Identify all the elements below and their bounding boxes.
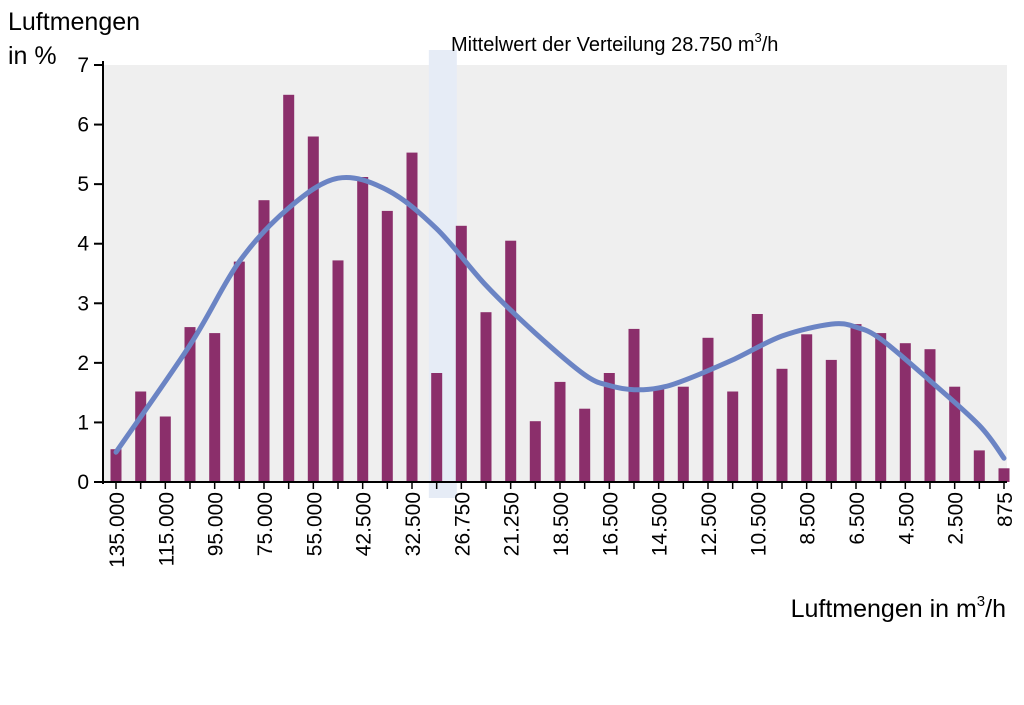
bar <box>381 210 393 482</box>
mean-annotation-text: Mittelwert der Verteilung 28.750 m <box>451 34 755 56</box>
x-tick-label: 42.500 <box>353 492 376 556</box>
bar <box>505 240 517 482</box>
bar <box>431 373 443 482</box>
bar <box>455 225 467 483</box>
y-tick-label: 2 <box>77 352 89 375</box>
bar <box>850 324 862 482</box>
bar <box>702 337 714 482</box>
x-tick-label: 10.500 <box>747 492 770 556</box>
bar <box>751 314 763 482</box>
y-tick-label: 1 <box>77 411 89 434</box>
mean-annotation-tail: /h <box>762 34 779 56</box>
bar <box>825 359 837 482</box>
bar <box>554 381 566 482</box>
x-tick-label: 12.500 <box>698 492 721 556</box>
x-tick-label: 4.500 <box>895 492 918 545</box>
x-axis-label-tail: /h <box>985 595 1006 623</box>
mean-annotation: Mittelwert der Verteilung 28.750 m3/h <box>451 30 778 56</box>
bar <box>258 200 270 482</box>
mean-annotation-sup: 3 <box>755 30 762 45</box>
bar <box>603 373 615 482</box>
x-axis-label-sup: 3 <box>977 593 985 610</box>
bar <box>159 416 171 482</box>
bar <box>357 177 369 482</box>
x-tick-label: 55.000 <box>303 492 326 556</box>
bar <box>875 333 887 482</box>
y-axis-label-line-1: Luftmengen <box>8 8 140 36</box>
x-tick-label: 21.250 <box>501 492 524 556</box>
x-tick-label: 75.000 <box>254 492 277 556</box>
y-ticks-group: 0 1 2 3 4 5 6 7 <box>77 54 103 494</box>
x-tick-label: 875 <box>994 492 1017 527</box>
y-tick-label: 6 <box>77 114 89 137</box>
x-tick-label: 135.000 <box>106 492 129 568</box>
x-tick-label: 32.500 <box>402 492 425 556</box>
bar <box>628 328 640 482</box>
x-tick-label: 14.500 <box>649 492 672 556</box>
x-tick-label: 95.000 <box>205 492 228 556</box>
bar <box>307 136 319 482</box>
x-tick-label: 115.000 <box>155 492 178 566</box>
bar <box>110 449 122 482</box>
x-tick-label: 18.500 <box>550 492 573 556</box>
bar <box>406 152 418 482</box>
bar <box>579 408 591 482</box>
bar <box>776 368 788 482</box>
x-tick-label: 8.500 <box>797 492 820 545</box>
bar <box>998 468 1010 482</box>
bar <box>283 94 295 483</box>
x-tick-label: 16.500 <box>599 492 622 556</box>
bar <box>949 386 961 482</box>
bar <box>209 333 221 482</box>
bar <box>899 343 911 482</box>
bar <box>332 260 344 482</box>
bar <box>924 349 936 482</box>
y-tick-label: 0 <box>77 471 89 494</box>
bar <box>480 312 492 482</box>
bar <box>677 386 689 482</box>
bar <box>653 387 665 482</box>
x-tick-label: 6.500 <box>846 492 869 545</box>
x-axis-label: Luftmengen in m3/h <box>791 593 1006 623</box>
bars-group <box>110 94 1010 483</box>
x-axis-label-text: Luftmengen in m <box>791 595 977 623</box>
bar <box>801 334 813 482</box>
bar <box>184 327 196 482</box>
bar <box>973 450 985 482</box>
x-tick-label: 2.500 <box>945 492 968 545</box>
y-tick-label: 4 <box>77 233 89 256</box>
y-tick-label: 5 <box>77 173 89 196</box>
x-tick-label: 26.750 <box>451 492 474 556</box>
y-tick-label: 3 <box>77 292 89 315</box>
trend-curve <box>113 175 1007 461</box>
y-axis-label-line-2: in % <box>8 42 57 70</box>
bar <box>233 261 245 482</box>
bar <box>529 421 541 482</box>
bar <box>727 391 739 482</box>
bar <box>135 391 147 482</box>
x-ticks-group: 135.000 115.000 95.000 75.000 55.000 42.500 32… <box>106 482 1017 568</box>
y-tick-label: 7 <box>77 54 89 77</box>
